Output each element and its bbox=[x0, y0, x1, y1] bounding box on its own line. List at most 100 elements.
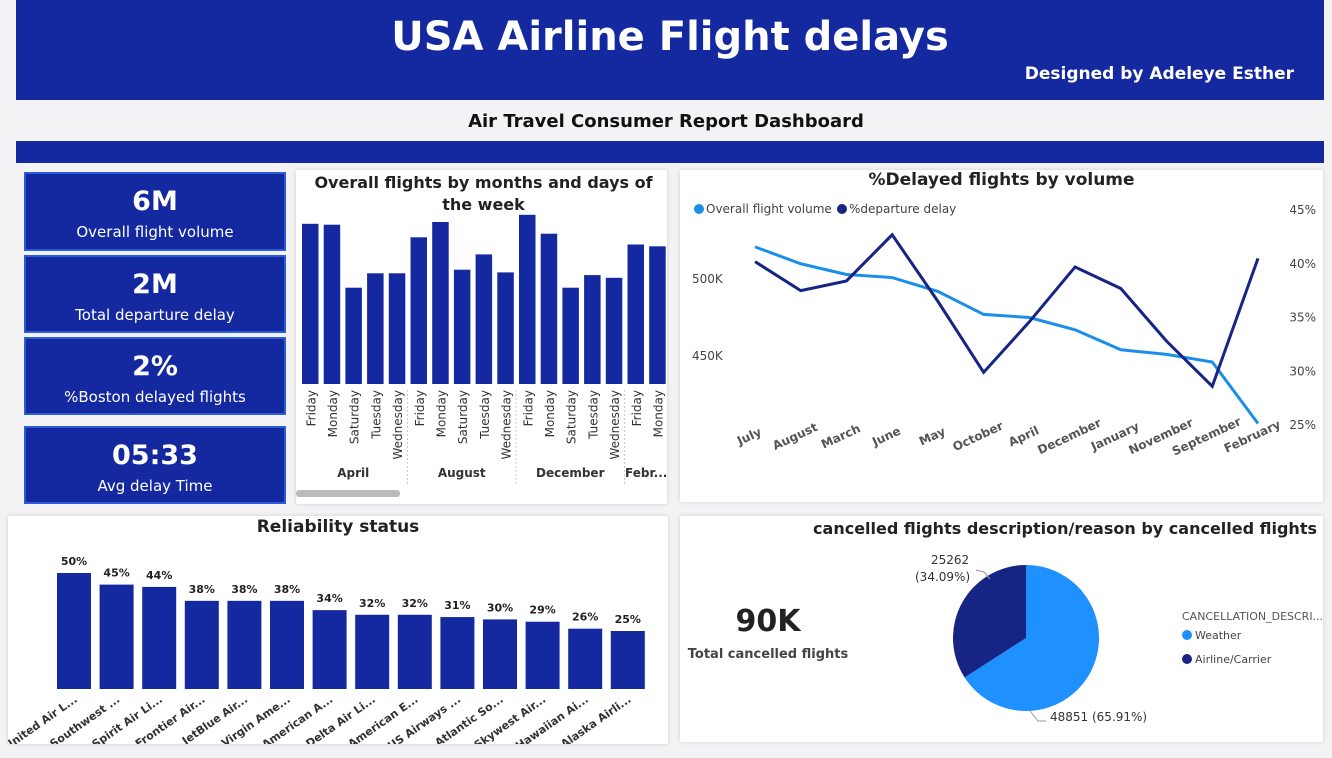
leader-line bbox=[975, 569, 991, 580]
bar bbox=[483, 619, 517, 689]
x-tick-label: July bbox=[734, 425, 764, 449]
x-tick-label: October bbox=[951, 419, 1006, 455]
y-tick-right: 40% bbox=[1289, 257, 1316, 271]
legend-title: CANCELLATION_DESCRI... bbox=[1182, 610, 1323, 623]
kpi-card-avg-delay[interactable]: 05:33 Avg delay Time bbox=[24, 426, 286, 504]
dashboard-title: USA Airline Flight delays bbox=[391, 14, 949, 60]
kpi-card-departure-delay[interactable]: 2M Total departure delay bbox=[24, 255, 286, 333]
pie-label: (34.09%) bbox=[915, 570, 970, 584]
dashboard-header: USA Airline Flight delays Designed by Ad… bbox=[16, 0, 1324, 100]
bar bbox=[184, 600, 219, 689]
kpi-card-flight-volume[interactable]: 6M Overall flight volume bbox=[24, 172, 286, 251]
tick-label: Monday bbox=[543, 390, 557, 437]
y-tick-right: 25% bbox=[1289, 418, 1316, 432]
y-tick-left: 500K bbox=[692, 272, 724, 286]
kpi-value: 2% bbox=[132, 351, 178, 382]
tick-label: Wednesday bbox=[608, 390, 622, 459]
legend-marker bbox=[1182, 630, 1192, 640]
data-label: 38% bbox=[231, 583, 257, 596]
tick-label: Tuesday bbox=[369, 390, 383, 440]
kpi-label: Total departure delay bbox=[75, 306, 235, 324]
pie-slice bbox=[953, 565, 1026, 678]
kpi-label: %Boston delayed flights bbox=[64, 388, 246, 406]
tick-label: Friday bbox=[413, 390, 427, 426]
bar bbox=[432, 222, 449, 384]
cancelled-kpi-label: Total cancelled flights bbox=[687, 647, 849, 662]
kpi-label: Avg delay Time bbox=[97, 477, 213, 495]
chart-title: cancelled flights description/reason by … bbox=[813, 519, 1317, 538]
group-label: August bbox=[438, 466, 486, 480]
dashboard-subtitle: Air Travel Consumer Report Dashboard bbox=[468, 111, 864, 132]
data-label: 44% bbox=[146, 569, 172, 582]
reliability-chart-panel[interactable]: Reliability status 50% United Air L... 45%… bbox=[8, 516, 668, 744]
scrollbar bbox=[296, 490, 400, 497]
data-label: 26% bbox=[572, 611, 598, 624]
bar bbox=[525, 621, 560, 689]
tick-label: Saturday bbox=[565, 390, 579, 444]
delayed-volume-line-chart: Overall flight volume %departure delay 500… bbox=[692, 202, 1316, 458]
months-days-bar-chart: Friday Monday Saturday Tuesday Wednesday Apri… bbox=[296, 214, 667, 497]
designer-credit: Designed by Adeleye Esther bbox=[1024, 64, 1294, 84]
bar bbox=[142, 586, 177, 689]
months-days-chart-panel[interactable]: Overall flights by months and days of th… bbox=[296, 170, 667, 504]
bar bbox=[497, 272, 514, 384]
bar bbox=[584, 275, 601, 384]
bar bbox=[355, 614, 390, 689]
tick-label: Monday bbox=[651, 390, 665, 437]
pie-label: 25262 bbox=[931, 553, 969, 567]
legend-label: Overall flight volume bbox=[706, 202, 832, 216]
legend-label: Airline/Carrier bbox=[1195, 653, 1272, 666]
group-label: December bbox=[536, 466, 605, 480]
tick-label: Friday bbox=[521, 390, 535, 426]
kpi-value: 6M bbox=[132, 186, 178, 217]
bar bbox=[519, 214, 536, 384]
reliability-bar-chart: 50%United Air L...45%Southwest ...44%Spi… bbox=[8, 555, 645, 744]
data-label: 29% bbox=[529, 604, 555, 617]
delayed-volume-chart-panel[interactable]: %Delayed flights by volume Overall fligh… bbox=[680, 170, 1323, 502]
bar bbox=[627, 244, 644, 384]
x-tick-label: May bbox=[917, 424, 948, 448]
bar bbox=[323, 224, 341, 384]
bar bbox=[605, 277, 623, 384]
y-tick-left: 450K bbox=[692, 349, 724, 363]
series-line-volume bbox=[754, 245, 1260, 425]
tick-label: Friday bbox=[630, 390, 644, 426]
chart-title: Reliability status bbox=[256, 517, 420, 537]
kpi-value: 2M bbox=[132, 269, 178, 300]
data-label: 31% bbox=[444, 599, 470, 612]
y-tick-right: 35% bbox=[1289, 311, 1316, 325]
group-label: Febr... bbox=[625, 466, 667, 480]
divider-bar bbox=[16, 141, 1324, 163]
cancelled-chart-panel[interactable]: cancelled flights description/reason by … bbox=[680, 516, 1323, 742]
tick-label: Wednesday bbox=[500, 390, 514, 459]
bar bbox=[367, 273, 384, 384]
series-line-delay bbox=[754, 232, 1260, 390]
kpi-value: 05:33 bbox=[112, 440, 198, 471]
bar bbox=[270, 600, 304, 689]
kpi-label: Overall flight volume bbox=[76, 223, 234, 241]
bar bbox=[453, 269, 471, 384]
data-label: 30% bbox=[487, 601, 513, 614]
legend-label: Weather bbox=[1195, 629, 1242, 642]
chart-title: %Delayed flights by volume bbox=[868, 170, 1135, 190]
data-label: 25% bbox=[615, 613, 641, 626]
legend-marker bbox=[694, 204, 704, 214]
bar bbox=[227, 600, 262, 689]
bar bbox=[345, 287, 362, 384]
bar bbox=[57, 573, 91, 689]
kpi-card-boston-delayed[interactable]: 2% %Boston delayed flights bbox=[24, 337, 286, 415]
bar bbox=[99, 584, 134, 689]
pie-slice bbox=[964, 565, 1099, 711]
pie-label: 48851 (65.91%) bbox=[1050, 710, 1147, 724]
bar bbox=[649, 246, 666, 384]
y-tick-right: 30% bbox=[1289, 364, 1316, 378]
cancelled-pie-chart: 48851 (65.91%) 25262 (34.09%) CANCELLATION_… bbox=[915, 553, 1323, 724]
data-label: 38% bbox=[189, 583, 215, 596]
bar bbox=[568, 628, 603, 689]
legend-marker bbox=[837, 204, 847, 214]
tick-label: Monday bbox=[326, 390, 340, 437]
data-label: 50% bbox=[61, 555, 87, 568]
legend-marker bbox=[1182, 654, 1192, 664]
legend-label: %departure delay bbox=[849, 202, 956, 216]
bar bbox=[475, 254, 493, 384]
